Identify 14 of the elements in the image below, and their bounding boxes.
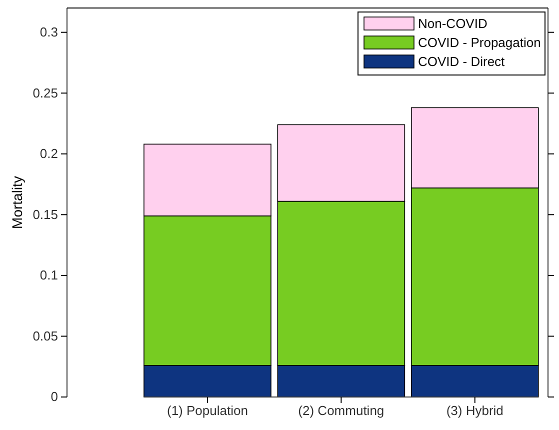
y-tick-label: 0.3 [40, 24, 58, 40]
x-tick-label: (2) Commuting [298, 403, 384, 418]
y-tick-label: 0 [50, 389, 58, 404]
legend-label: Non-COVID [418, 16, 488, 31]
y-axis-title: Mortality [9, 176, 25, 229]
x-tick-label: (3) Hybrid [446, 403, 504, 418]
y-tick-label: 0.25 [32, 85, 58, 100]
y-tick-label: 0.2 [40, 146, 58, 162]
y-tick-label: 0.15 [32, 206, 58, 222]
legend-label: COVID - Direct [418, 54, 506, 69]
legend-label: COVID - Propagation [418, 35, 541, 50]
x-tick-label: (1) Population [166, 403, 248, 418]
y-tick-label: 0.1 [40, 268, 58, 283]
y-tick-label: 0.05 [32, 328, 58, 344]
